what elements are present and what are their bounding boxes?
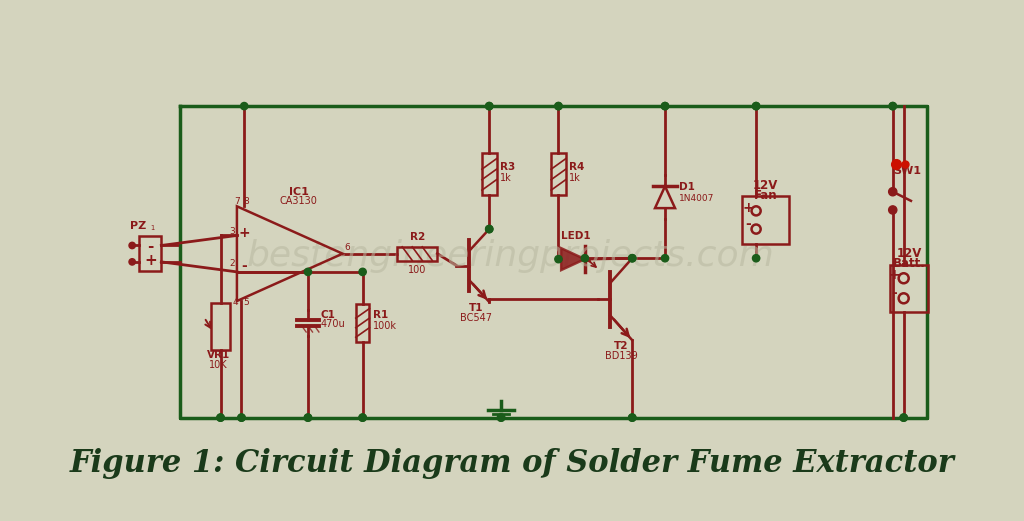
- Text: 470u: 470u: [321, 319, 345, 329]
- Text: IC1: IC1: [289, 188, 309, 197]
- Circle shape: [359, 268, 367, 276]
- Circle shape: [629, 414, 636, 421]
- Circle shape: [900, 414, 907, 421]
- Text: VR1: VR1: [207, 350, 230, 359]
- Bar: [211, 303, 229, 350]
- Text: BC547: BC547: [461, 313, 493, 323]
- Bar: [355, 304, 370, 342]
- Circle shape: [217, 414, 224, 421]
- Text: R1: R1: [373, 311, 388, 320]
- Text: +: +: [889, 268, 900, 282]
- Circle shape: [889, 103, 896, 110]
- Circle shape: [629, 255, 636, 262]
- Bar: [741, 196, 788, 244]
- Text: 100: 100: [409, 265, 426, 275]
- Circle shape: [582, 255, 589, 262]
- Circle shape: [485, 103, 493, 110]
- Text: +: +: [239, 226, 250, 240]
- Circle shape: [662, 255, 669, 262]
- Bar: [482, 154, 497, 195]
- Circle shape: [485, 226, 493, 233]
- Circle shape: [555, 255, 562, 263]
- Text: +: +: [742, 201, 754, 215]
- Circle shape: [900, 414, 907, 421]
- Text: Batt.: Batt.: [893, 257, 926, 270]
- Text: 7: 7: [234, 197, 240, 206]
- Circle shape: [359, 414, 367, 421]
- Bar: [551, 154, 565, 195]
- Text: -: -: [147, 239, 154, 254]
- Text: C1: C1: [321, 311, 336, 320]
- Text: 8: 8: [243, 197, 249, 206]
- Circle shape: [629, 414, 636, 421]
- Circle shape: [238, 414, 245, 421]
- Text: -: -: [892, 287, 897, 301]
- Text: 1k: 1k: [500, 173, 512, 183]
- Circle shape: [304, 414, 311, 421]
- Text: 6: 6: [344, 243, 350, 252]
- Circle shape: [662, 103, 669, 110]
- Text: 1k: 1k: [569, 173, 582, 183]
- Circle shape: [629, 255, 636, 262]
- Text: PZ: PZ: [130, 221, 146, 231]
- Text: 10K: 10K: [209, 359, 228, 369]
- Circle shape: [889, 188, 897, 196]
- Text: 12V: 12V: [896, 247, 922, 260]
- Text: CA3130: CA3130: [280, 196, 317, 206]
- Circle shape: [485, 103, 493, 110]
- Text: 100k: 100k: [373, 321, 397, 331]
- Text: 3: 3: [229, 227, 236, 235]
- Circle shape: [498, 414, 505, 421]
- Circle shape: [485, 226, 493, 233]
- Circle shape: [359, 414, 367, 421]
- Bar: [890, 265, 929, 312]
- Bar: [397, 247, 437, 260]
- Text: $_1$: $_1$: [151, 223, 156, 233]
- Text: R2: R2: [410, 232, 425, 242]
- Circle shape: [129, 259, 135, 265]
- Text: bestengineeringprojects.com: bestengineeringprojects.com: [246, 240, 774, 274]
- Text: 5: 5: [243, 297, 249, 307]
- Text: -: -: [242, 259, 247, 273]
- Text: -: -: [745, 217, 751, 231]
- Circle shape: [555, 103, 562, 110]
- Circle shape: [889, 206, 897, 214]
- Text: 1N4007: 1N4007: [679, 194, 714, 203]
- Circle shape: [238, 414, 245, 421]
- Text: SW1: SW1: [893, 166, 922, 176]
- Text: 12V: 12V: [753, 179, 778, 192]
- Circle shape: [129, 242, 135, 249]
- Text: BD139: BD139: [605, 351, 638, 362]
- Circle shape: [889, 103, 896, 110]
- Circle shape: [662, 103, 669, 110]
- Text: T1: T1: [469, 303, 483, 313]
- Circle shape: [753, 103, 760, 110]
- Text: 4: 4: [232, 297, 238, 307]
- Text: +: +: [144, 253, 157, 268]
- Text: LED1: LED1: [561, 231, 591, 241]
- Circle shape: [241, 103, 248, 110]
- Polygon shape: [561, 248, 585, 270]
- Text: D1: D1: [679, 182, 694, 192]
- Text: R4: R4: [569, 162, 585, 172]
- Circle shape: [555, 103, 562, 110]
- Text: R3: R3: [500, 162, 515, 172]
- Circle shape: [498, 414, 505, 421]
- Circle shape: [217, 414, 224, 421]
- Text: Fan: Fan: [754, 189, 777, 202]
- Text: T2: T2: [614, 341, 629, 351]
- Text: 2: 2: [229, 259, 236, 268]
- Circle shape: [304, 268, 311, 276]
- Bar: [139, 237, 162, 271]
- Circle shape: [753, 255, 760, 262]
- Circle shape: [753, 103, 760, 110]
- Text: Figure 1: Circuit Diagram of Solder Fume Extractor: Figure 1: Circuit Diagram of Solder Fume…: [70, 448, 954, 479]
- Circle shape: [304, 414, 311, 421]
